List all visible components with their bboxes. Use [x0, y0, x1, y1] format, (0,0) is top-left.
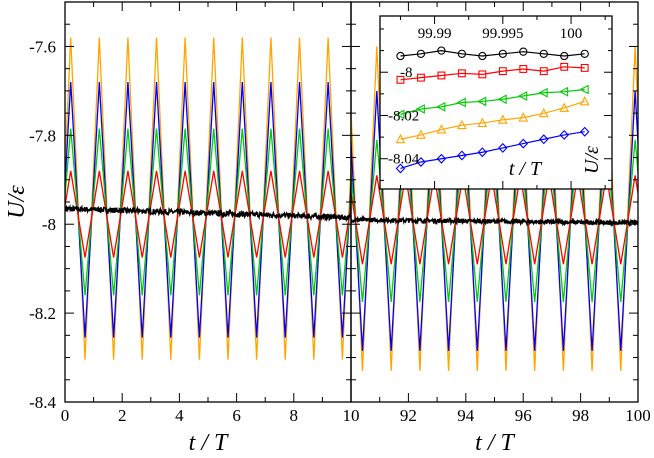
inset-y-tick-label: -8 [400, 65, 413, 81]
inset-marker-green [456, 97, 466, 108]
inset-marker-red [539, 67, 548, 76]
inset-y-tick-label: -8.04 [388, 152, 420, 168]
inset-marker-orange [395, 133, 406, 144]
x-tick-label: 92 [400, 406, 417, 425]
inset-marker-orange [477, 117, 488, 127]
inset-marker-blue [395, 163, 406, 174]
inset-marker-orange [416, 129, 426, 139]
series-black-line [65, 204, 351, 223]
inset-marker-green [497, 94, 507, 105]
x-axis-label: t / T [189, 430, 229, 456]
x-tick-label: 4 [175, 406, 184, 425]
inset-marker-green [538, 87, 548, 98]
inset-marker-orange [579, 96, 590, 106]
y-tick-label: -8 [42, 215, 56, 234]
inset-x-tick-label: 99.99 [418, 26, 452, 42]
x-tick-label: 94 [457, 406, 475, 425]
inset-marker-black [498, 49, 507, 58]
x-tick-label: 2 [118, 406, 127, 425]
x-tick-label: 100 [625, 406, 651, 425]
inset-marker-red [519, 65, 528, 73]
inset-marker-black [519, 47, 528, 56]
x-tick-label: 8 [290, 406, 299, 425]
inset-marker-blue [457, 150, 467, 161]
inset-x-tick-label: 99.995 [482, 26, 523, 42]
x-tick-label: 98 [572, 406, 589, 425]
inset-marker-orange [497, 114, 508, 124]
inset-marker-orange [538, 107, 549, 118]
plot-area [65, 37, 351, 360]
inset-marker-red [396, 75, 405, 84]
y-tick-label: -8.4 [29, 393, 56, 412]
inset-marker-orange [456, 119, 467, 130]
inset-marker-blue [559, 129, 569, 140]
inset-marker-blue [477, 147, 488, 158]
inset-marker-blue [436, 153, 447, 164]
inset-series-blue-line [400, 131, 585, 170]
inset-marker-black [580, 49, 589, 58]
inset-marker-blue [579, 126, 590, 137]
inset-y-tick-label: -8.02 [388, 108, 419, 124]
inset-marker-green [395, 109, 405, 120]
inset-marker-green [476, 96, 487, 107]
inset-series-green-line [400, 88, 585, 115]
inset-marker-black [478, 51, 487, 61]
inset-marker-red [580, 63, 589, 72]
inset-marker-red [457, 69, 466, 78]
x-tick-label: 96 [515, 406, 532, 425]
inset-marker-green [517, 91, 528, 101]
inset-marker-orange [518, 112, 529, 122]
inset-marker-black [560, 51, 569, 61]
inset-marker-green [436, 101, 446, 112]
inset-marker-blue [416, 156, 426, 167]
inset-marker-green [579, 84, 589, 95]
x-axis-label: t / T [475, 430, 515, 456]
inset-x-tick-label: 100 [560, 26, 583, 42]
x-tick-label: 0 [61, 406, 70, 425]
x-tick-label: 10 [343, 406, 360, 425]
y-tick-label: -7.8 [29, 126, 56, 145]
y-tick-label: -8.2 [29, 304, 56, 323]
inset-series-black-line [400, 49, 585, 57]
y-axis-label: U/ε [4, 185, 30, 219]
inset-marker-orange [436, 124, 447, 134]
inset-marker-black [416, 49, 426, 58]
inset-marker-red [437, 71, 446, 80]
inset-marker-red [416, 73, 425, 82]
right-panel: 92 94 96 98 100 t / T [350, 1, 651, 456]
inset-marker-green [415, 104, 425, 114]
inset-panel: 99.99 99.995 100 -8 -8.02 -8.04 t / T U/ε [379, 15, 613, 190]
inset-marker-black [437, 46, 446, 55]
inset-marker-blue [539, 134, 549, 145]
x-tick-label: 6 [232, 406, 241, 425]
inset-marker-red [498, 67, 507, 76]
inset-series-red-line [400, 66, 585, 81]
inset-marker-black [396, 51, 405, 61]
inset-marker-blue [498, 142, 508, 153]
inset-marker-red [478, 70, 487, 79]
inset-marker-orange [559, 102, 570, 112]
inset-marker-black [539, 49, 548, 58]
inset-y-axis-label: U/ε [581, 146, 603, 174]
series-black-line [351, 214, 638, 228]
inset-series-orange-line [400, 100, 585, 140]
inset-x-axis-label: t / T [509, 158, 543, 180]
y-tick-label: -7.6 [29, 37, 56, 56]
inset-marker-green [558, 86, 569, 97]
inset-marker-black [457, 49, 467, 58]
inset-marker-blue [518, 138, 529, 149]
inset-marker-red [560, 62, 569, 71]
